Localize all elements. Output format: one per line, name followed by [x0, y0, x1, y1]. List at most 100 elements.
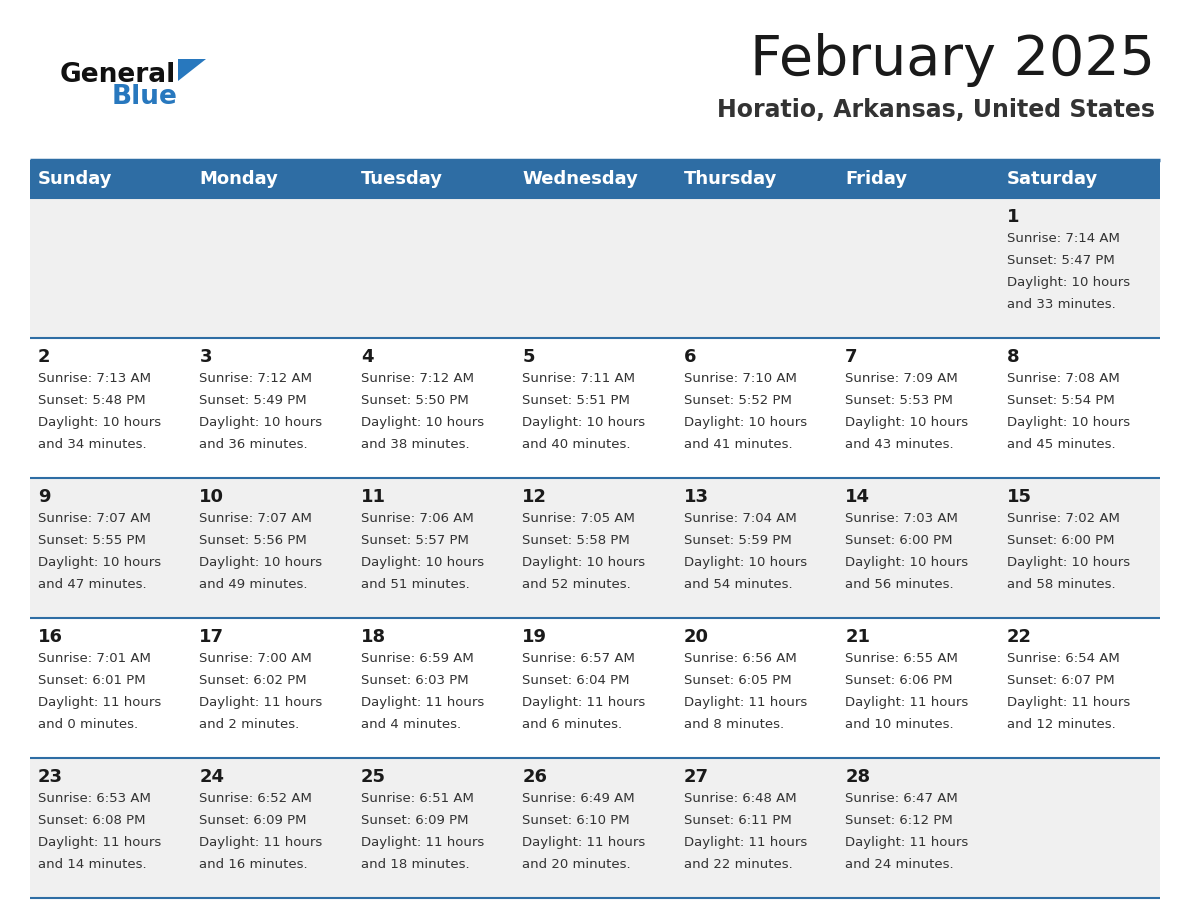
Bar — [999, 160, 1159, 198]
Text: and 52 minutes.: and 52 minutes. — [523, 578, 631, 591]
Text: Sunset: 5:57 PM: Sunset: 5:57 PM — [361, 534, 469, 547]
Text: Sunrise: 7:07 AM: Sunrise: 7:07 AM — [200, 512, 312, 525]
Text: and 20 minutes.: and 20 minutes. — [523, 858, 631, 871]
Text: Daylight: 11 hours: Daylight: 11 hours — [361, 696, 484, 709]
Text: Sunrise: 7:08 AM: Sunrise: 7:08 AM — [1006, 372, 1119, 385]
Text: 17: 17 — [200, 628, 225, 646]
Text: Sunrise: 7:00 AM: Sunrise: 7:00 AM — [200, 652, 312, 665]
Text: 1: 1 — [1006, 208, 1019, 226]
Bar — [191, 160, 353, 198]
Text: Daylight: 10 hours: Daylight: 10 hours — [361, 416, 484, 429]
Text: 12: 12 — [523, 488, 548, 506]
Text: Sunrise: 7:06 AM: Sunrise: 7:06 AM — [361, 512, 474, 525]
Text: and 6 minutes.: and 6 minutes. — [523, 718, 623, 731]
Bar — [30, 160, 191, 198]
Text: 28: 28 — [845, 768, 871, 786]
Text: Sunset: 6:09 PM: Sunset: 6:09 PM — [200, 814, 307, 827]
Text: Sunset: 5:52 PM: Sunset: 5:52 PM — [684, 394, 791, 407]
Text: Thursday: Thursday — [684, 170, 777, 188]
Bar — [353, 160, 514, 198]
Text: Friday: Friday — [845, 170, 908, 188]
Text: 25: 25 — [361, 768, 386, 786]
Text: Sunrise: 6:56 AM: Sunrise: 6:56 AM — [684, 652, 796, 665]
Text: Sunset: 6:12 PM: Sunset: 6:12 PM — [845, 814, 953, 827]
Text: and 34 minutes.: and 34 minutes. — [38, 438, 146, 451]
Text: 14: 14 — [845, 488, 870, 506]
Text: and 10 minutes.: and 10 minutes. — [845, 718, 954, 731]
Text: Sunset: 6:07 PM: Sunset: 6:07 PM — [1006, 674, 1114, 687]
Text: Tuesday: Tuesday — [361, 170, 443, 188]
Text: 10: 10 — [200, 488, 225, 506]
Polygon shape — [178, 59, 206, 81]
Text: Daylight: 10 hours: Daylight: 10 hours — [1006, 416, 1130, 429]
Text: Sunrise: 6:48 AM: Sunrise: 6:48 AM — [684, 792, 796, 805]
Text: Daylight: 11 hours: Daylight: 11 hours — [38, 836, 162, 849]
Text: Daylight: 10 hours: Daylight: 10 hours — [684, 556, 807, 569]
Text: 18: 18 — [361, 628, 386, 646]
Text: Daylight: 10 hours: Daylight: 10 hours — [684, 416, 807, 429]
Text: 8: 8 — [1006, 348, 1019, 366]
Text: Sunset: 5:49 PM: Sunset: 5:49 PM — [200, 394, 307, 407]
Text: and 36 minutes.: and 36 minutes. — [200, 438, 308, 451]
Text: 13: 13 — [684, 488, 709, 506]
Text: Daylight: 10 hours: Daylight: 10 hours — [845, 416, 968, 429]
Text: Sunrise: 6:54 AM: Sunrise: 6:54 AM — [1006, 652, 1119, 665]
Text: Sunset: 6:01 PM: Sunset: 6:01 PM — [38, 674, 146, 687]
Text: and 0 minutes.: and 0 minutes. — [38, 718, 138, 731]
Text: Sunrise: 6:52 AM: Sunrise: 6:52 AM — [200, 792, 312, 805]
Text: and 2 minutes.: and 2 minutes. — [200, 718, 299, 731]
Text: Daylight: 11 hours: Daylight: 11 hours — [684, 696, 807, 709]
Text: Sunrise: 7:12 AM: Sunrise: 7:12 AM — [361, 372, 474, 385]
Text: Sunrise: 7:05 AM: Sunrise: 7:05 AM — [523, 512, 636, 525]
Text: Daylight: 10 hours: Daylight: 10 hours — [1006, 556, 1130, 569]
Text: Daylight: 10 hours: Daylight: 10 hours — [845, 556, 968, 569]
Text: Sunset: 6:03 PM: Sunset: 6:03 PM — [361, 674, 468, 687]
Text: Sunrise: 6:55 AM: Sunrise: 6:55 AM — [845, 652, 958, 665]
Text: Daylight: 11 hours: Daylight: 11 hours — [523, 696, 645, 709]
Text: Sunday: Sunday — [38, 170, 113, 188]
Text: 15: 15 — [1006, 488, 1031, 506]
Text: 5: 5 — [523, 348, 535, 366]
Text: 27: 27 — [684, 768, 709, 786]
Text: 19: 19 — [523, 628, 548, 646]
Text: 7: 7 — [845, 348, 858, 366]
Text: Daylight: 11 hours: Daylight: 11 hours — [200, 696, 323, 709]
Text: Sunset: 6:00 PM: Sunset: 6:00 PM — [1006, 534, 1114, 547]
Text: Sunset: 5:53 PM: Sunset: 5:53 PM — [845, 394, 953, 407]
Text: Daylight: 10 hours: Daylight: 10 hours — [38, 416, 162, 429]
Text: Sunrise: 7:03 AM: Sunrise: 7:03 AM — [845, 512, 958, 525]
Text: and 49 minutes.: and 49 minutes. — [200, 578, 308, 591]
Text: Sunrise: 7:12 AM: Sunrise: 7:12 AM — [200, 372, 312, 385]
Text: and 45 minutes.: and 45 minutes. — [1006, 438, 1116, 451]
Text: Daylight: 11 hours: Daylight: 11 hours — [38, 696, 162, 709]
Text: Sunrise: 6:51 AM: Sunrise: 6:51 AM — [361, 792, 474, 805]
Text: Sunset: 6:00 PM: Sunset: 6:00 PM — [845, 534, 953, 547]
Text: Sunrise: 6:47 AM: Sunrise: 6:47 AM — [845, 792, 958, 805]
Text: Sunset: 5:54 PM: Sunset: 5:54 PM — [1006, 394, 1114, 407]
Text: 20: 20 — [684, 628, 709, 646]
Text: General: General — [61, 62, 176, 88]
Text: and 51 minutes.: and 51 minutes. — [361, 578, 469, 591]
Text: and 12 minutes.: and 12 minutes. — [1006, 718, 1116, 731]
Text: Sunset: 6:09 PM: Sunset: 6:09 PM — [361, 814, 468, 827]
Text: and 38 minutes.: and 38 minutes. — [361, 438, 469, 451]
Text: and 8 minutes.: and 8 minutes. — [684, 718, 784, 731]
Text: Sunset: 5:47 PM: Sunset: 5:47 PM — [1006, 254, 1114, 267]
Text: Daylight: 10 hours: Daylight: 10 hours — [523, 556, 645, 569]
Text: February 2025: February 2025 — [750, 33, 1155, 87]
Text: Sunset: 6:05 PM: Sunset: 6:05 PM — [684, 674, 791, 687]
Text: and 24 minutes.: and 24 minutes. — [845, 858, 954, 871]
Text: and 58 minutes.: and 58 minutes. — [1006, 578, 1116, 591]
Text: and 18 minutes.: and 18 minutes. — [361, 858, 469, 871]
Bar — [30, 478, 1159, 618]
Text: Daylight: 10 hours: Daylight: 10 hours — [523, 416, 645, 429]
Text: 22: 22 — [1006, 628, 1031, 646]
Text: Sunrise: 6:53 AM: Sunrise: 6:53 AM — [38, 792, 151, 805]
Text: Daylight: 10 hours: Daylight: 10 hours — [361, 556, 484, 569]
Text: Sunrise: 7:02 AM: Sunrise: 7:02 AM — [1006, 512, 1119, 525]
Text: and 40 minutes.: and 40 minutes. — [523, 438, 631, 451]
Text: and 16 minutes.: and 16 minutes. — [200, 858, 308, 871]
Text: and 56 minutes.: and 56 minutes. — [845, 578, 954, 591]
Text: and 14 minutes.: and 14 minutes. — [38, 858, 146, 871]
Text: 26: 26 — [523, 768, 548, 786]
